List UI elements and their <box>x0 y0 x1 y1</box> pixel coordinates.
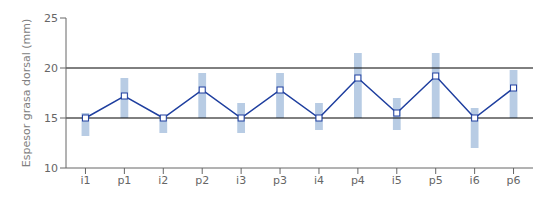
svg-text:10: 10 <box>44 162 58 175</box>
svg-text:i4: i4 <box>314 174 324 187</box>
svg-text:i2: i2 <box>158 174 168 187</box>
svg-text:20: 20 <box>44 62 58 75</box>
svg-text:Espesor grasa dorsal (mm): Espesor grasa dorsal (mm) <box>20 19 33 167</box>
svg-text:i1: i1 <box>80 174 90 187</box>
svg-text:p4: p4 <box>351 174 365 187</box>
svg-text:i5: i5 <box>392 174 402 187</box>
svg-text:p5: p5 <box>429 174 443 187</box>
svg-text:15: 15 <box>44 112 58 125</box>
svg-text:p2: p2 <box>195 174 209 187</box>
svg-text:i6: i6 <box>470 174 480 187</box>
svg-text:25: 25 <box>44 12 58 25</box>
svg-text:p6: p6 <box>507 174 521 187</box>
svg-text:p1: p1 <box>117 174 131 187</box>
svg-text:i3: i3 <box>236 174 246 187</box>
svg-text:p3: p3 <box>273 174 287 187</box>
